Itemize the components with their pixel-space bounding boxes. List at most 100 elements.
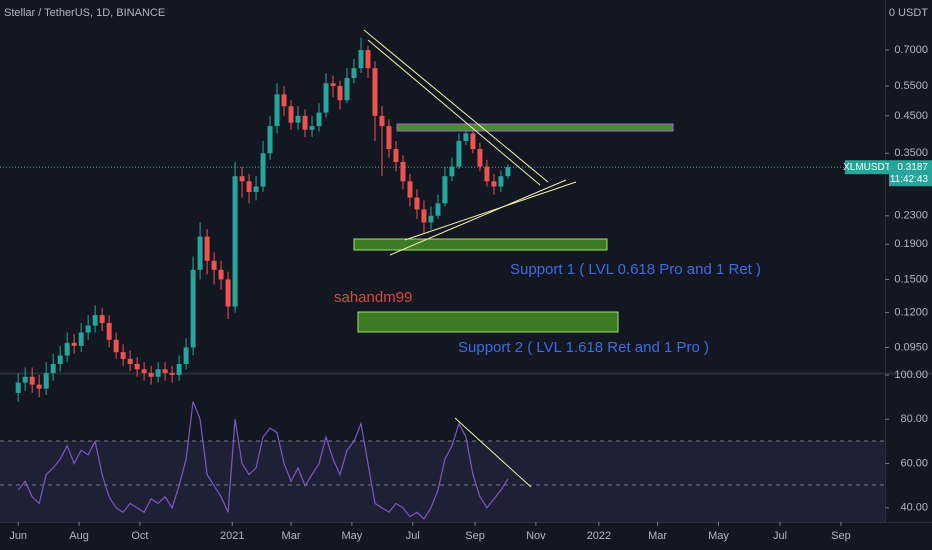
rsi-line xyxy=(17,401,509,520)
candle-body xyxy=(50,363,56,373)
last-price-label: 0.3187 xyxy=(897,162,928,173)
candle-body xyxy=(477,149,483,167)
x-tick-label: Nov xyxy=(526,530,546,542)
candle-body xyxy=(64,342,70,356)
candle-body xyxy=(393,149,399,163)
candle-body xyxy=(463,133,469,142)
support-zone-1 xyxy=(353,238,608,251)
y-tick-label: 0.3500 xyxy=(894,147,928,159)
candle-body xyxy=(169,373,175,375)
y-tick-label: 0.4500 xyxy=(894,110,928,122)
candle-body xyxy=(386,126,392,150)
y-tick-label: 0.2300 xyxy=(894,210,928,222)
x-tick-label: Jul xyxy=(406,530,420,542)
rsi-band xyxy=(0,441,885,522)
trendline xyxy=(404,181,577,241)
candle-body xyxy=(232,176,238,307)
chart-title: Stellar / TetherUS, 1D, BINANCE xyxy=(4,7,165,19)
x-tick-label: Aug xyxy=(69,530,89,542)
candle-body xyxy=(162,369,168,373)
candle-body xyxy=(78,332,84,346)
candle-body xyxy=(99,315,105,323)
marks xyxy=(0,37,889,526)
x-tick-label: Jun xyxy=(9,530,27,542)
candle-body xyxy=(316,112,322,127)
y-tick-label: 0.1900 xyxy=(894,238,928,250)
candle-body xyxy=(449,166,455,177)
x-tick-label: Mar xyxy=(648,530,667,542)
candle-body xyxy=(260,153,266,187)
candle-body xyxy=(358,50,364,69)
symbol-label: XLMUSDT xyxy=(843,162,891,173)
timer-label: 11:42:43 xyxy=(890,174,929,185)
annotation: Support 2 ( LVL 1.618 Ret and 1 Pro ) xyxy=(458,339,709,356)
y-tick-label: 0.1500 xyxy=(894,273,928,285)
candle-body xyxy=(379,115,385,127)
trendline xyxy=(363,29,549,183)
trendline xyxy=(367,39,541,186)
candle-body xyxy=(134,363,140,370)
x-tick-label: Mar xyxy=(282,530,301,542)
candle-body xyxy=(43,373,49,389)
candle-body xyxy=(274,94,280,127)
rsi-y-tick-label: 80.00 xyxy=(900,413,928,425)
candle-body xyxy=(365,50,371,69)
candle-body xyxy=(295,115,301,123)
candle-body xyxy=(218,269,224,280)
candle-body xyxy=(442,176,448,204)
candle-body xyxy=(456,141,462,167)
rsi-y-tick-label: 40.00 xyxy=(900,502,928,514)
candle-body xyxy=(414,197,420,210)
annotation: Support 1 ( LVL 0.618 Pro and 1 Ret ) xyxy=(510,261,761,278)
y-tick-label: 0.7000 xyxy=(894,44,928,56)
y-tick-label: 0.0950 xyxy=(894,341,928,353)
candle-body xyxy=(505,167,511,177)
candle-body xyxy=(267,126,273,154)
x-tick-label: 2021 xyxy=(220,530,244,542)
candle-body xyxy=(239,176,245,182)
candle-body xyxy=(155,369,161,377)
trendline xyxy=(389,179,567,256)
x-tick-label: Jul xyxy=(773,530,787,542)
symbol-box xyxy=(845,160,889,175)
candle-body xyxy=(344,78,350,101)
candle-body xyxy=(92,315,98,326)
candle-body xyxy=(29,376,35,385)
support-zone-2 xyxy=(357,311,619,333)
candle-body xyxy=(491,181,497,187)
candle-body xyxy=(470,133,476,150)
candle-body xyxy=(120,352,126,359)
candle-body xyxy=(183,347,189,364)
candle-body xyxy=(85,325,91,333)
candle-body xyxy=(428,215,434,223)
author: sahandm99 xyxy=(334,289,412,306)
candle-body xyxy=(435,203,441,216)
candle-body xyxy=(337,85,343,101)
candle-body xyxy=(148,373,154,377)
candle-body xyxy=(421,209,427,223)
candle-body xyxy=(71,342,77,346)
candle-body xyxy=(323,83,329,113)
currency-label: 0 USDT xyxy=(889,7,928,19)
x-tick-label: Sep xyxy=(465,530,485,542)
y-tick-label: 0.1200 xyxy=(894,307,928,319)
candle-body xyxy=(281,94,287,107)
candle-body xyxy=(225,279,231,307)
x-tick-label: May xyxy=(342,530,363,542)
candle-body xyxy=(253,186,259,192)
x-tick-label: Sep xyxy=(831,530,851,542)
price-box xyxy=(889,160,932,187)
candle-body xyxy=(176,363,182,375)
candle-body xyxy=(22,376,28,383)
candle-body xyxy=(484,166,490,182)
candle-body xyxy=(498,176,504,187)
candle-body xyxy=(204,236,210,261)
candle-body xyxy=(288,106,294,123)
x-tick-label: May xyxy=(708,530,729,542)
candle-body xyxy=(127,358,133,364)
resistance-zone xyxy=(396,123,674,132)
rsi-y-tick-label: 100.00 xyxy=(894,369,928,381)
candle-body xyxy=(211,260,217,270)
